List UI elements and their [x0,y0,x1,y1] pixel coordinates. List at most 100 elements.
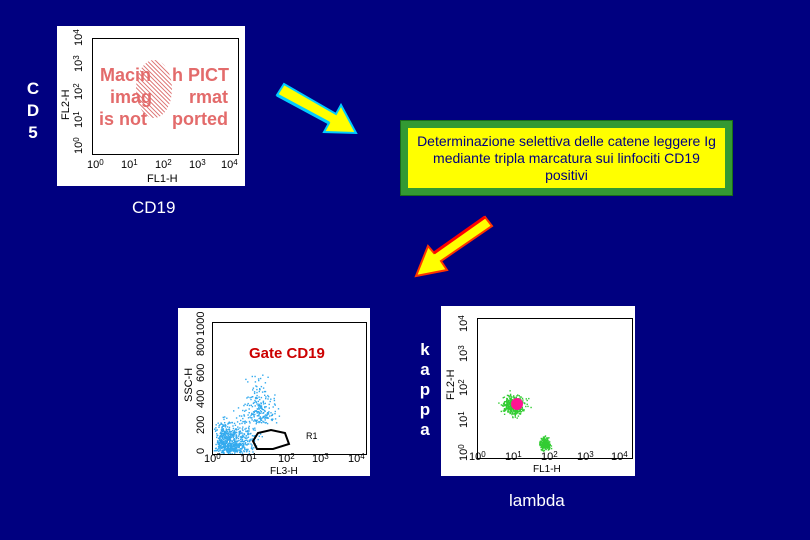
lambda-point [519,409,521,412]
lambda-point [542,439,544,442]
scatter-point [246,404,248,406]
cd5-letter: 5 [28,123,38,142]
scatter-point [253,416,255,418]
scatter-point [260,417,262,420]
lambda-point [518,408,521,411]
lambda-point [506,394,509,397]
scatter-point [253,435,255,437]
scatter-point [236,421,239,423]
scatter-point [235,450,237,453]
scatter-point [257,408,259,410]
scatter-point [235,436,237,439]
scatter-point [227,448,229,450]
lambda-point [503,402,505,404]
scatter-point [252,411,255,413]
scatter-point [219,424,221,426]
scatter-point [258,403,260,405]
scatter-point [252,402,255,405]
scatter-point [266,413,268,415]
scatter-point [256,388,258,391]
cd5-letter: C [26,79,40,98]
scatter-point [228,447,230,450]
cd19-label: CD19 [132,198,176,217]
scatter-point [265,397,267,400]
lambda-point [548,445,550,447]
scatter-point [243,414,245,416]
scatter-point [232,448,234,451]
scatter-point [238,446,240,448]
scatter-point [249,433,251,435]
scatter-point [252,396,254,398]
scatter-point [264,419,266,421]
kappa-letter: a [420,420,430,439]
lambda-point [515,412,517,414]
scatter-point [220,432,222,434]
scatter-point [224,433,226,436]
scatter-point [216,440,219,442]
scatter-point [241,434,244,436]
scatter-point [229,422,231,424]
scatter-point [248,450,251,453]
scatter-point [245,444,247,446]
scatter-point [215,429,217,431]
scatter-point [242,440,244,443]
lambda-point [506,405,509,407]
scatter-point [256,385,258,388]
lambda-point [503,403,505,406]
scatter-point [262,400,265,402]
scatter-point [239,427,241,429]
lambda-point [523,410,525,412]
scatter-point [227,446,229,448]
lambda-y-tick: 103 [457,345,470,362]
scatter-point [250,404,252,406]
scatter-point [254,410,256,412]
scatter-point [248,408,250,410]
lambda-point [549,441,551,443]
lambda-point [506,404,508,406]
kappa-letter: p [419,380,431,399]
scatter-point [267,396,270,398]
scatter-point [264,417,267,419]
scatter-point [231,449,233,451]
lambda-point [507,404,510,406]
lambda-point [500,404,503,406]
scatter-point [244,420,246,422]
gate-cd19-label: Gate CD19 [249,345,325,362]
scatter-point [273,399,276,402]
scatter-point [266,412,269,414]
lambda-point [506,402,509,404]
scatter-point [231,435,233,437]
lambda-point [539,441,541,443]
scatter-x-tick: 103 [312,452,329,465]
scatter-point [233,430,236,432]
scatter-point [253,415,255,417]
lambda-point [523,402,525,404]
scatter-point [273,397,275,400]
scatter-point [232,439,235,441]
scatter-point [230,444,233,446]
scatter-point [215,447,217,449]
scatter-point [235,434,238,436]
lambda-point [519,412,522,415]
scatter-point [261,408,263,411]
lambda-y-tick: 104 [457,315,470,332]
scatter-point [250,439,252,441]
scatter-point [228,428,230,430]
lambda-point [550,445,553,447]
scatter-point [242,420,244,423]
lambda-point [506,405,508,407]
lambda-point [498,402,500,404]
scatter-point [254,397,257,399]
scatter-point [216,434,218,437]
scatter-point [222,441,225,443]
scatter-point [247,414,249,416]
scatter-point [258,396,260,398]
scatter-point [267,398,269,400]
scatter-point [220,443,222,445]
scatter-point [227,429,229,431]
lambda-point [521,407,523,409]
scatter-point [248,404,251,407]
lambda-point [516,412,518,415]
lambda-point [509,397,511,399]
lambda-point [510,411,512,413]
